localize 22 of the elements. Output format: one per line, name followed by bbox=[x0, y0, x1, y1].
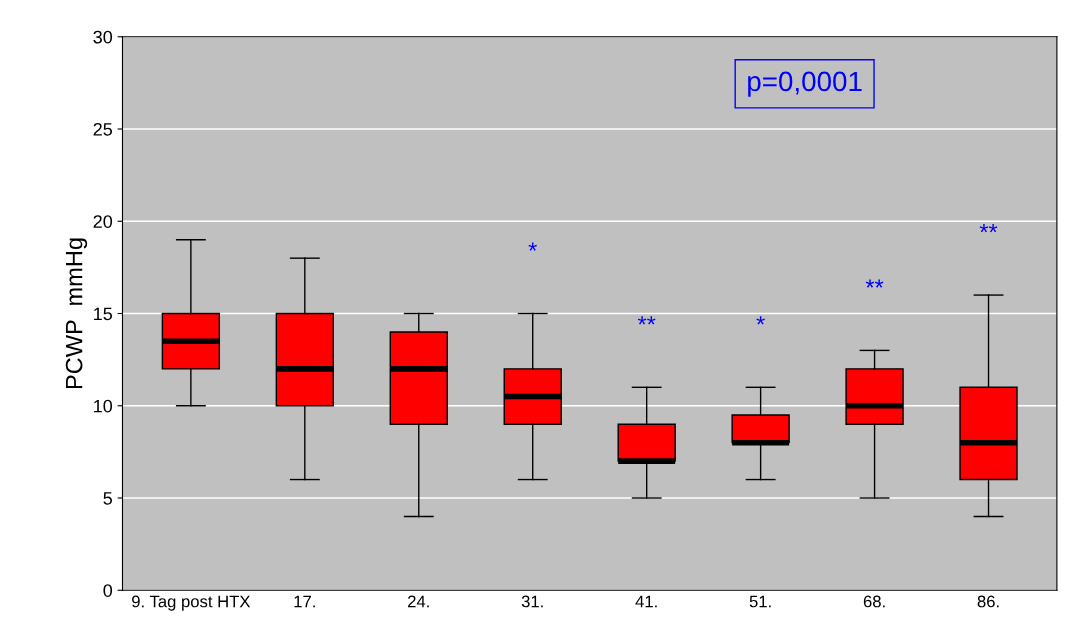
y-tick-label: 15 bbox=[94, 307, 113, 321]
y-tick-label: 0 bbox=[103, 584, 113, 597]
x-tick-label: 24. bbox=[408, 595, 429, 608]
x-tick-label: 51. bbox=[749, 595, 771, 608]
annotation: ** bbox=[637, 316, 656, 325]
y-tick-label: 10 bbox=[94, 399, 113, 413]
y-tick-label: 25 bbox=[93, 122, 113, 136]
annotation: * bbox=[528, 242, 537, 251]
x-tick-label: 41. bbox=[635, 595, 657, 608]
y-tick-label: 30 bbox=[93, 30, 113, 44]
annotation: p=0,0001 bbox=[748, 71, 862, 97]
y-tick-label: 5 bbox=[103, 492, 113, 505]
annotation: ** bbox=[979, 224, 998, 233]
annotation: ** bbox=[865, 279, 884, 288]
x-tick-label: 17. bbox=[294, 595, 315, 608]
y-axis-title: PCWP mmHg bbox=[65, 238, 88, 389]
y-tick-label: 20 bbox=[93, 215, 113, 228]
x-tick-label: 9. Tag post HTX bbox=[132, 595, 251, 611]
x-tick-label: 31. bbox=[521, 595, 543, 608]
annotation: * bbox=[756, 316, 765, 325]
x-tick-label: 86. bbox=[977, 595, 999, 608]
x-tick-label: 68. bbox=[863, 595, 885, 608]
